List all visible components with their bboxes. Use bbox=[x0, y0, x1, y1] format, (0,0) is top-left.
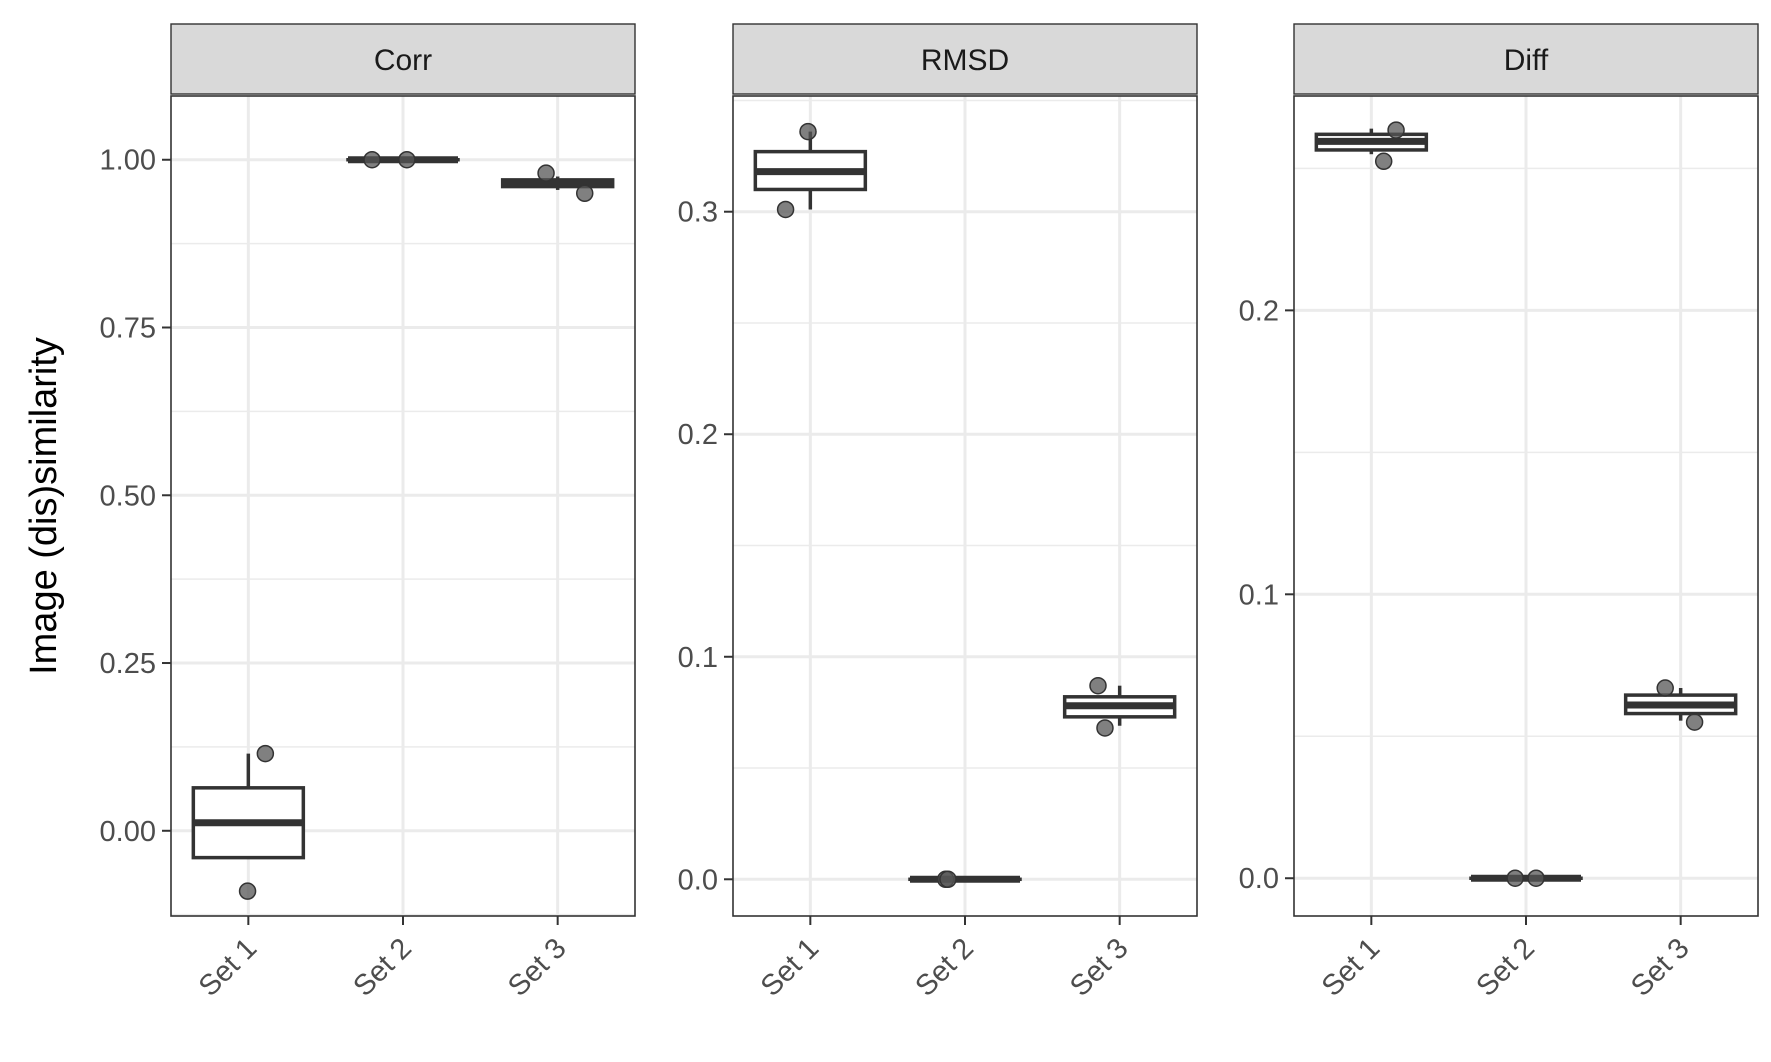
y-tick-label: 0.3 bbox=[678, 197, 718, 229]
y-tick-label: 0.1 bbox=[678, 642, 718, 674]
data-point bbox=[939, 870, 957, 889]
y-tick-label: 0.00 bbox=[100, 816, 156, 848]
box-set-3 bbox=[500, 176, 615, 190]
facet-label: Diff bbox=[1504, 44, 1549, 77]
data-point bbox=[799, 122, 817, 141]
x-tick-label: Set 2 bbox=[1470, 932, 1541, 1003]
y-tick-label: 0.25 bbox=[100, 648, 156, 680]
facet-label: Corr bbox=[374, 44, 432, 77]
facet-strip bbox=[1293, 23, 1759, 95]
data-point bbox=[238, 882, 257, 900]
box-set-1 bbox=[753, 131, 868, 210]
data-point bbox=[1096, 719, 1114, 737]
x-tick-label: Set 3 bbox=[502, 932, 573, 1003]
x-tick-label: Set 1 bbox=[755, 932, 826, 1003]
y-tick-label: 0.0 bbox=[1239, 863, 1279, 895]
data-point bbox=[776, 200, 795, 219]
x-tick-label: Set 1 bbox=[1316, 932, 1387, 1003]
data-point bbox=[1685, 713, 1704, 731]
panel-rmsd: RMSD 0.0 0.1 0.2 0.3 Set 1 Set 2 Set 3 bbox=[678, 23, 1198, 1003]
data-point bbox=[398, 150, 416, 169]
box-set-3 bbox=[1062, 685, 1177, 726]
facet-strip bbox=[170, 23, 636, 95]
facet-strip bbox=[732, 23, 1198, 95]
data-point bbox=[1387, 121, 1405, 139]
data-point bbox=[363, 150, 381, 169]
x-tick-label: Set 2 bbox=[909, 932, 980, 1003]
box-set-3 bbox=[1623, 688, 1738, 721]
y-tick-label: 0.0 bbox=[678, 864, 718, 896]
data-point bbox=[1374, 152, 1393, 171]
facet-label: RMSD bbox=[921, 44, 1009, 77]
data-point bbox=[537, 164, 555, 182]
x-tick-label: Set 3 bbox=[1625, 932, 1696, 1003]
x-tick-label: Set 3 bbox=[1064, 932, 1135, 1003]
y-tick-label: 0.75 bbox=[100, 313, 156, 345]
panel-diff: Diff 0.0 0.1 0.2 Set 1 Set 2 Set 3 bbox=[1239, 23, 1759, 1003]
y-tick-label: 0.2 bbox=[678, 419, 718, 451]
box-set-1 bbox=[191, 753, 306, 860]
y-tick-label: 0.1 bbox=[1239, 579, 1279, 611]
data-point bbox=[1089, 676, 1107, 695]
data-point bbox=[256, 744, 275, 763]
data-point bbox=[1656, 679, 1674, 697]
y-tick-label: 0.50 bbox=[100, 480, 156, 512]
data-point bbox=[575, 184, 594, 203]
panel-corr: Corr 0.00 0.25 0.50 0.75 1.00 Set 1 Set 2 Set 3 bbox=[100, 23, 636, 1003]
x-tick-label: Set 2 bbox=[347, 932, 418, 1003]
y-tick-label: 0.2 bbox=[1239, 295, 1279, 327]
data-point bbox=[1527, 869, 1545, 887]
y-axis-title: Image (dis)similarity bbox=[23, 337, 65, 675]
y-tick-label: 1.00 bbox=[100, 145, 156, 177]
data-point bbox=[1506, 869, 1524, 887]
x-tick-label: Set 1 bbox=[193, 932, 264, 1003]
